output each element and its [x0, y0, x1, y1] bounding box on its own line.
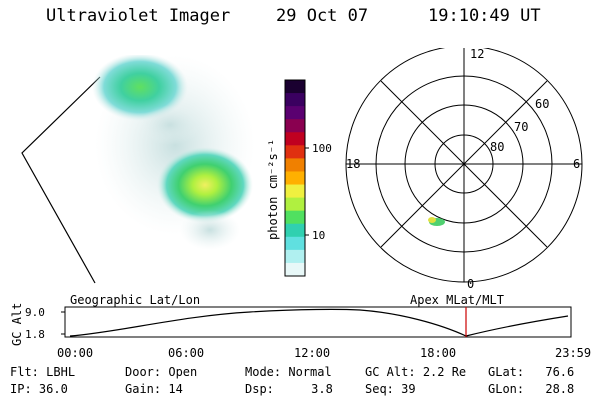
colorbar-band	[285, 223, 305, 238]
colorbar-band	[285, 249, 305, 264]
time-label: 19:10:49 UT	[428, 6, 541, 26]
lat-label-80: 80	[490, 140, 504, 154]
mlt-label-12: 12	[470, 48, 484, 61]
geographic-image	[21, 55, 255, 284]
colorbar-band	[285, 119, 305, 133]
x-tick-2359: 23:59	[555, 346, 591, 360]
polar-plot: 12 18 6 0 60 70 80	[345, 48, 583, 291]
status-ip: IP: 36.0	[10, 382, 68, 396]
date-label: 29 Oct 07	[276, 6, 369, 26]
geo-latlon-label: Geographic Lat/Lon	[70, 293, 201, 307]
colorbar: 100 10	[284, 79, 332, 277]
status-glon: GLon: 28.8	[488, 382, 575, 396]
colorbar-band	[285, 80, 305, 94]
lat-label-60: 60	[535, 97, 549, 111]
x-tick-1800: 18:00	[420, 346, 456, 360]
x-tick-0000: 00:00	[57, 346, 93, 360]
colorbar-band	[285, 132, 305, 146]
status-dsp: Dsp: 3.8	[245, 382, 333, 396]
colorbar-tick-10: 10	[312, 229, 325, 242]
status-door: Door: Open	[125, 365, 198, 379]
lat-label-70: 70	[514, 120, 528, 134]
x-tick-1200: 12:00	[294, 346, 330, 360]
colorbar-band	[285, 236, 305, 251]
colorbar-label: photon cm⁻²s⁻¹	[266, 138, 280, 240]
colorbar-band	[285, 158, 305, 172]
y-tick-9: 9.0	[25, 306, 45, 319]
x-tick-0600: 06:00	[168, 346, 204, 360]
status-gcalt: GC Alt: 2.2 Re	[365, 365, 467, 379]
mlt-label-0: 0	[467, 277, 474, 291]
colorbar-band	[285, 93, 305, 107]
status-mode: Mode: Normal	[245, 365, 332, 379]
status-glat: GLat: 76.6	[488, 365, 575, 379]
colorbar-band	[285, 171, 305, 186]
app-title: Ultraviolet Imager	[46, 6, 231, 26]
earth-limb-outline	[21, 76, 101, 284]
colorbar-band	[285, 106, 305, 120]
aurora-main	[157, 147, 253, 223]
status-filter: Flt: LBHL	[10, 365, 76, 379]
altitude-timeline: 9.0 1.8 00:00 06:00 12:00 18:00 23:59	[25, 306, 591, 360]
status-seq: Seq: 39	[365, 382, 416, 396]
y-tick-1-8: 1.8	[25, 328, 45, 341]
status-gain: Gain: 14	[125, 382, 183, 396]
colorbar-band	[285, 262, 305, 277]
aurora-upper	[92, 55, 188, 121]
altitude-curve	[69, 308, 569, 337]
colorbar-band	[285, 210, 305, 225]
colorbar-band	[285, 145, 305, 159]
colorbar-band	[285, 197, 305, 212]
colorbar-band	[285, 184, 305, 199]
mlt-label-6: 6	[573, 157, 580, 171]
colorbar-tick-100: 100	[312, 142, 332, 155]
apex-mlat-label: Apex MLat/MLT	[410, 293, 504, 307]
mlt-label-18: 18	[346, 157, 360, 171]
